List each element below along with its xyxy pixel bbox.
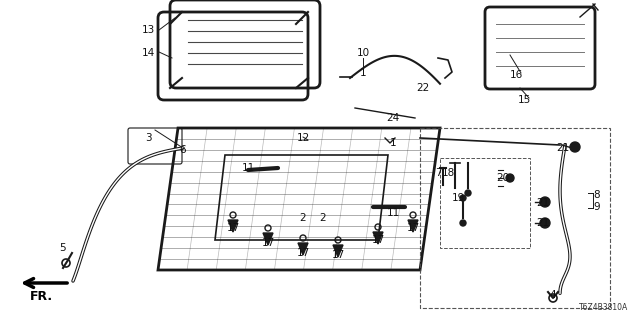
Text: 12: 12: [296, 133, 310, 143]
Text: 10: 10: [356, 48, 369, 58]
Text: 22: 22: [417, 83, 429, 93]
Text: 5: 5: [59, 243, 65, 253]
Text: FR.: FR.: [30, 290, 53, 303]
Text: 2: 2: [300, 213, 307, 223]
Text: 13: 13: [141, 25, 155, 35]
Polygon shape: [373, 232, 383, 244]
Text: 19: 19: [451, 193, 465, 203]
Text: 3: 3: [145, 133, 151, 143]
Polygon shape: [263, 233, 273, 245]
Text: 15: 15: [517, 95, 531, 105]
Polygon shape: [333, 245, 343, 257]
Text: 8: 8: [594, 190, 600, 200]
Text: 17: 17: [406, 223, 420, 233]
Text: 21: 21: [536, 218, 550, 228]
Text: 9: 9: [594, 202, 600, 212]
Text: 21: 21: [536, 198, 550, 208]
Text: 17: 17: [227, 223, 239, 233]
Circle shape: [570, 142, 580, 152]
Text: T6Z4B3810A: T6Z4B3810A: [579, 303, 628, 312]
Text: 4: 4: [550, 290, 556, 300]
Text: 17: 17: [261, 238, 275, 248]
Text: 7: 7: [435, 168, 442, 178]
Text: 20: 20: [497, 173, 509, 183]
Text: 24: 24: [387, 113, 399, 123]
Circle shape: [465, 190, 471, 196]
Text: 11: 11: [241, 163, 255, 173]
Text: 21: 21: [556, 143, 570, 153]
Circle shape: [460, 220, 466, 226]
Text: 6: 6: [180, 145, 186, 155]
Text: 14: 14: [141, 48, 155, 58]
Text: 17: 17: [296, 248, 310, 258]
Circle shape: [460, 195, 466, 201]
Polygon shape: [408, 220, 418, 232]
Circle shape: [540, 197, 550, 207]
Text: 1: 1: [360, 68, 366, 78]
Text: 11: 11: [387, 208, 399, 218]
Text: 18: 18: [442, 168, 454, 178]
Polygon shape: [228, 220, 238, 232]
Text: 17: 17: [371, 235, 385, 245]
Circle shape: [506, 174, 514, 182]
Text: 17: 17: [332, 250, 344, 260]
Circle shape: [540, 218, 550, 228]
Polygon shape: [298, 243, 308, 255]
Text: 2: 2: [320, 213, 326, 223]
Text: 16: 16: [509, 70, 523, 80]
Text: 1: 1: [390, 138, 396, 148]
